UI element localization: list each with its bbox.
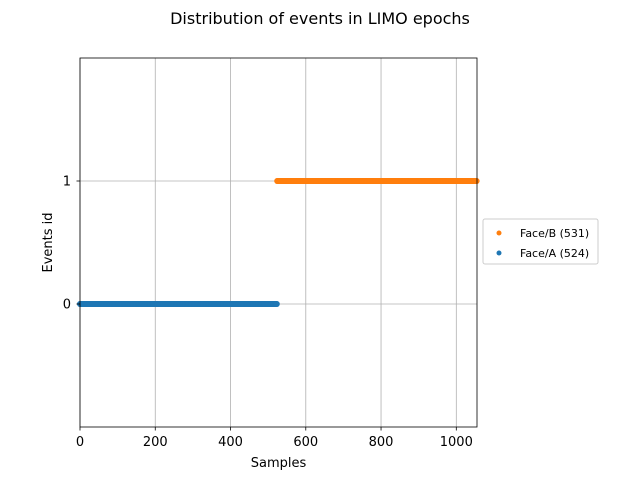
plot-frame [79,57,478,428]
x-tick-label: 400 [218,435,243,450]
legend: Face/B (531) Face/A (524) [482,218,599,265]
legend-label: Face/B (531) [520,227,589,240]
legend-label: Face/A (524) [520,247,589,260]
y-axis-label: Events id [41,212,56,272]
axis-ticks: 0 200 400 600 800 1000 0 1 [63,175,473,451]
x-tick-label: 600 [293,435,318,450]
chart-title: Distribution of events in LIMO epochs [170,9,470,28]
x-tick-label: 800 [369,435,394,450]
series-0 [274,178,480,184]
grid [79,58,477,427]
data-point [273,301,280,307]
legend-marker [496,250,502,256]
legend-marker [496,230,502,236]
data-points [77,178,480,307]
x-tick-label: 0 [76,435,84,450]
y-tick-label: 1 [63,175,71,190]
legend-box [482,218,599,265]
series-1 [77,301,280,307]
x-axis-label: Samples [251,456,307,471]
x-tick-label: 1000 [440,435,473,450]
y-tick-label: 0 [63,298,71,313]
x-tick-label: 200 [143,435,168,450]
